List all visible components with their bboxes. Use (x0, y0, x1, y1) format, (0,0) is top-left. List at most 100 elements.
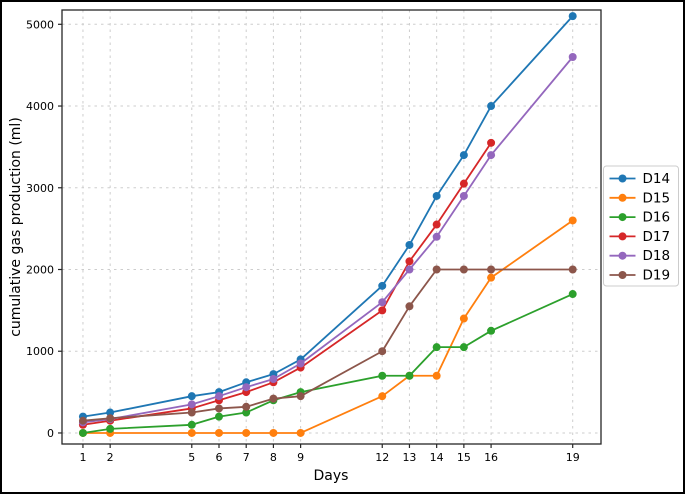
legend-label-D14: D14 (643, 171, 671, 187)
x-tick-label-8: 8 (270, 451, 277, 464)
legend-marker-D16 (618, 213, 627, 222)
data-point-D16-day6 (214, 412, 223, 421)
data-point-D19-day5 (187, 408, 196, 417)
series-D16 (78, 290, 577, 437)
data-point-D14-day14 (432, 191, 441, 200)
data-point-D16-day15 (459, 343, 468, 352)
y-tick-label-1000: 1000 (26, 345, 54, 358)
series-D19 (78, 265, 577, 425)
data-point-D18-day16 (487, 151, 496, 160)
data-point-D15-day7 (242, 428, 251, 437)
legend-item-D18: D18 (609, 248, 671, 264)
x-tick-label-1: 1 (79, 451, 86, 464)
data-point-D17-day13 (405, 257, 414, 266)
legend-item-D16: D16 (609, 210, 670, 226)
data-point-D18-day5 (187, 400, 196, 409)
data-point-D16-day12 (378, 371, 387, 380)
legend-item-D17: D17 (609, 229, 671, 245)
data-point-D15-day14 (432, 371, 441, 380)
y-tick-label-2000: 2000 (26, 264, 54, 277)
x-tick-label-19: 19 (566, 451, 580, 464)
data-point-D18-day12 (378, 298, 387, 307)
legend-item-D15: D15 (609, 190, 671, 206)
data-point-D14-day19 (568, 12, 577, 21)
series-D14 (78, 12, 577, 421)
data-point-D14-day2 (106, 408, 115, 417)
data-point-D19-day19 (568, 265, 577, 274)
data-point-D15-day16 (487, 273, 496, 282)
data-point-D19-day1 (78, 416, 87, 425)
data-point-D16-day2 (106, 424, 115, 433)
data-point-D14-day12 (378, 281, 387, 290)
data-series (78, 12, 577, 437)
y-tick-label-5000: 5000 (26, 18, 54, 31)
x-tick-label-15: 15 (457, 451, 471, 464)
x-axis-label: Days (314, 468, 349, 484)
y-axis-label: cumulative gas production (ml) (8, 117, 24, 337)
legend-item-D19: D19 (609, 268, 671, 284)
data-point-D16-day13 (405, 371, 414, 380)
series-D17-line (82, 142, 492, 426)
legend-marker-D14 (618, 174, 627, 183)
x-tick-label-5: 5 (188, 451, 195, 464)
data-point-D18-day13 (405, 265, 414, 274)
data-point-D15-day15 (459, 314, 468, 323)
data-point-D16-day16 (487, 326, 496, 335)
x-tick-label-9: 9 (297, 451, 304, 464)
data-point-D19-day6 (214, 404, 223, 413)
data-point-D19-day2 (106, 414, 115, 423)
data-point-D15-day5 (187, 428, 196, 437)
x-tick-label-14: 14 (430, 451, 444, 464)
legend-marker-D17 (618, 232, 627, 241)
legend-marker-D19 (618, 271, 627, 279)
data-point-D14-day15 (459, 151, 468, 160)
y-tick-label-3000: 3000 (26, 182, 54, 195)
data-point-D18-day8 (269, 375, 278, 384)
legend: D14 D15 D16 D17 D18 D19 (603, 165, 679, 287)
data-point-D14-day13 (405, 240, 414, 249)
data-point-D18-day15 (459, 191, 468, 200)
plot-spines (61, 9, 602, 445)
x-tick-label-6: 6 (215, 451, 222, 464)
x-tick-label-7: 7 (243, 451, 250, 464)
legend-label-D19: D19 (643, 268, 671, 284)
data-point-D16-day19 (568, 290, 577, 299)
data-point-D18-day9 (296, 359, 305, 368)
data-point-D15-day19 (568, 216, 577, 225)
data-point-D19-day12 (378, 347, 387, 356)
data-point-D19-day9 (296, 392, 305, 401)
legend-item-D14: D14 (609, 171, 671, 187)
legend-label-D17: D17 (643, 229, 671, 245)
data-point-D17-day15 (459, 179, 468, 188)
legend-label-D15: D15 (643, 190, 671, 206)
data-point-D18-day7 (242, 383, 251, 392)
x-tick-label-12: 12 (375, 451, 389, 464)
data-point-D19-day16 (487, 265, 496, 274)
data-point-D15-day8 (269, 428, 278, 437)
data-point-D19-day8 (269, 394, 278, 403)
data-point-D17-day16 (487, 138, 496, 147)
y-tick-label-4000: 4000 (26, 100, 54, 113)
data-point-D19-day13 (405, 302, 414, 311)
data-point-D16-day5 (187, 420, 196, 429)
data-point-D14-day16 (487, 102, 496, 111)
data-point-D19-day15 (459, 265, 468, 274)
data-point-D18-day14 (432, 232, 441, 241)
data-point-D19-day7 (242, 402, 251, 411)
data-point-D15-day9 (296, 428, 305, 437)
data-point-D16-day7 (242, 408, 251, 417)
data-point-D18-day19 (568, 52, 577, 61)
data-point-D18-day6 (214, 392, 223, 401)
data-point-D16-day1 (78, 428, 87, 437)
data-point-D17-day12 (378, 306, 387, 315)
data-point-D15-day12 (378, 392, 387, 401)
data-point-D14-day5 (187, 392, 196, 401)
x-tick-label-2: 2 (107, 451, 114, 464)
x-tick-label-16: 16 (484, 451, 498, 464)
axes-box (61, 9, 602, 445)
legend-marker-D15 (618, 193, 627, 202)
legend-label-D18: D18 (643, 248, 671, 264)
